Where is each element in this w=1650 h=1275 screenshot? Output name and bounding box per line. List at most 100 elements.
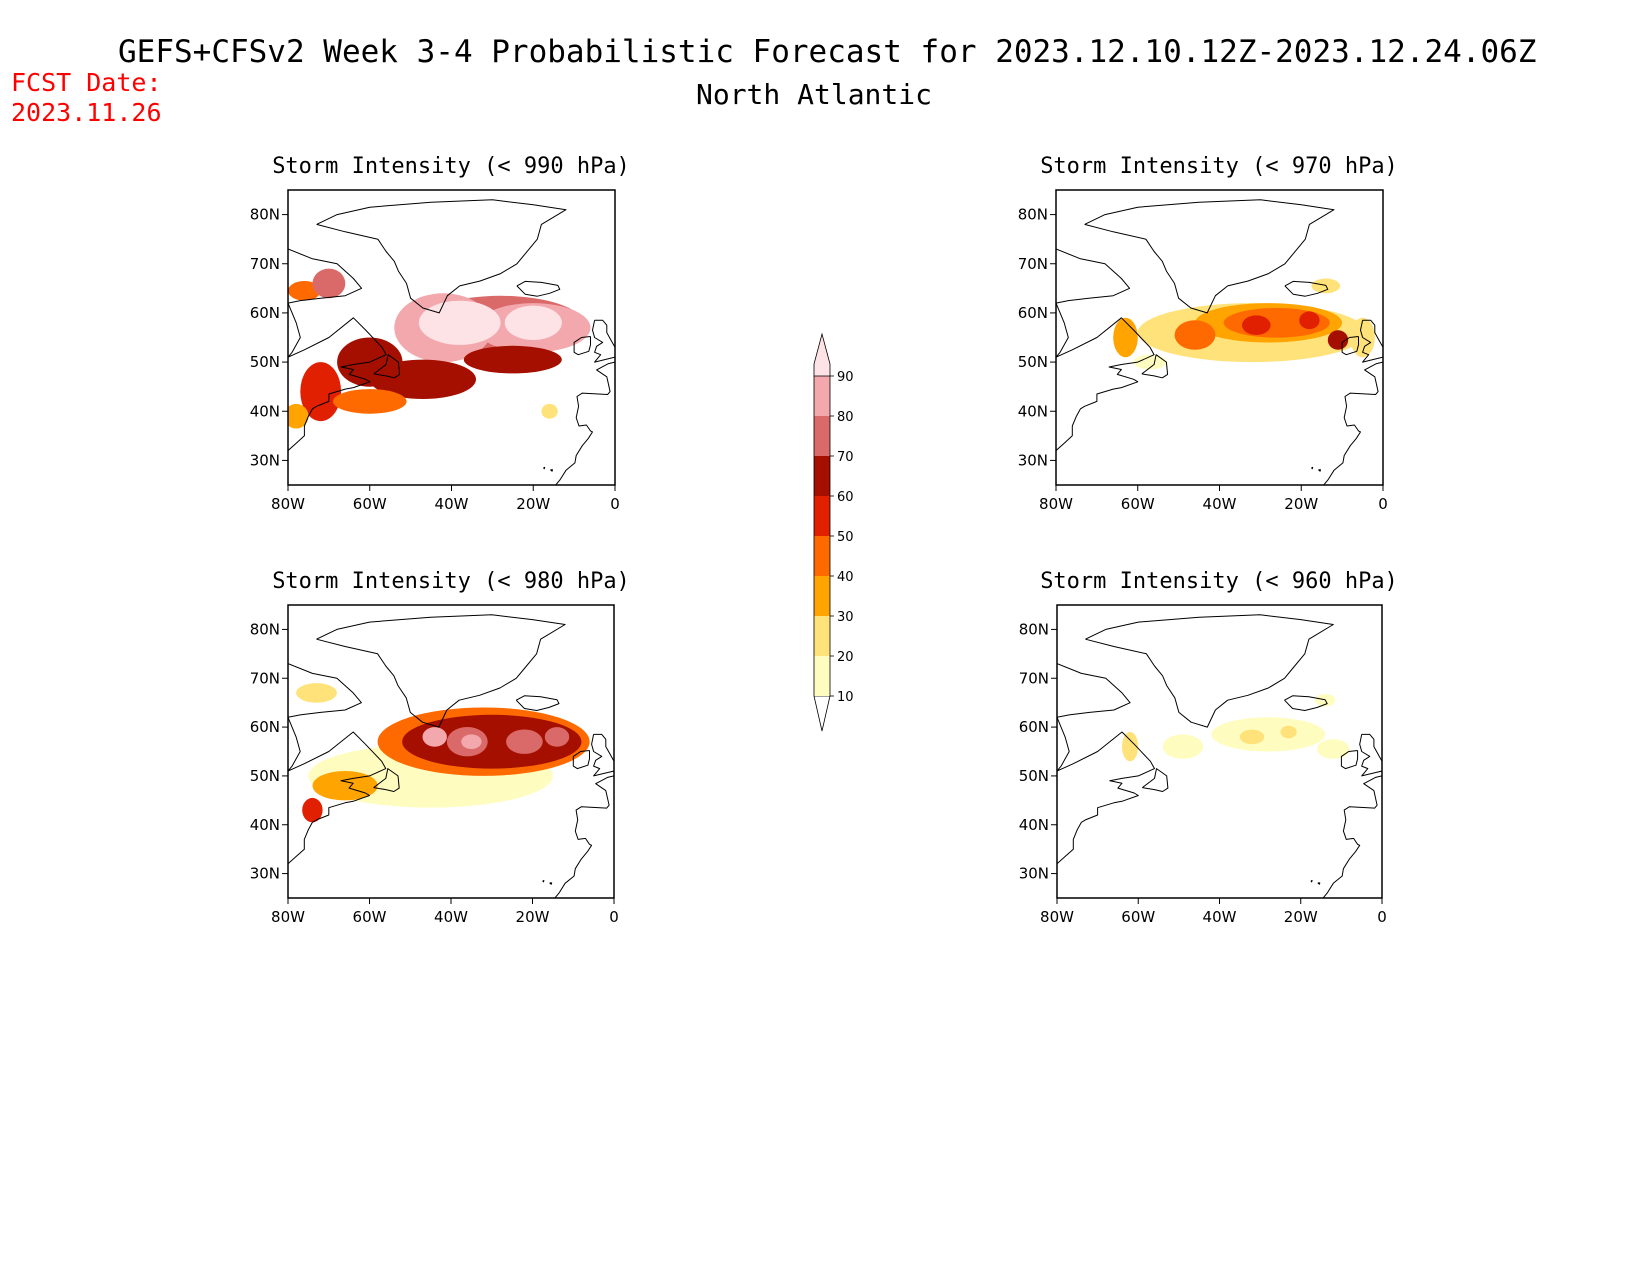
lat-tick-label: 40N	[250, 816, 280, 834]
probability-blob	[300, 362, 342, 422]
lon-tick-label: 20W	[516, 495, 550, 513]
lon-tick-label: 0	[610, 495, 620, 513]
probability-blob	[1239, 729, 1265, 745]
probability-blob	[1174, 320, 1216, 350]
lon-tick-label: 20W	[1284, 908, 1318, 926]
panel-title: Storm Intensity (< 990 hPa)	[272, 154, 630, 179]
panel-990-hpa: Storm Intensity (< 990 hPa) 80N 70N 60N 50N…	[250, 154, 630, 513]
probability-blob	[312, 771, 378, 801]
coastline	[1056, 248, 1155, 451]
probability-blob	[1122, 731, 1139, 762]
coastline	[1341, 336, 1359, 356]
lat-tick-label: 30N	[1018, 451, 1048, 469]
lat-tick-label: 50N	[250, 767, 280, 785]
colorbar-swatch	[814, 536, 830, 576]
lat-tick-label: 70N	[1019, 669, 1049, 687]
lat-tick-label: 70N	[250, 255, 280, 273]
probability-blob	[1113, 317, 1138, 358]
lon-tick-label: 80W	[1040, 908, 1074, 926]
colorbar-label: 20	[837, 650, 854, 665]
lon-tick-label: 0	[1378, 495, 1388, 513]
lat-tick-label: 80N	[250, 620, 280, 638]
coastline	[1085, 614, 1334, 728]
panel-960-hpa: Storm Intensity (< 960 hPa) 80N 70N 60N 50N…	[1019, 569, 1398, 926]
probability-blob	[1317, 739, 1350, 759]
coastline	[542, 879, 545, 883]
coastline	[1310, 879, 1313, 883]
probability-blob	[1280, 725, 1297, 739]
colorbar-swatch	[814, 376, 830, 416]
coastline	[591, 733, 614, 777]
coastline	[549, 882, 553, 885]
lon-tick-label: 0	[609, 908, 619, 926]
colorbar-swatch	[814, 576, 830, 616]
coastline	[1359, 733, 1382, 777]
coastline	[516, 280, 561, 297]
coastline	[613, 722, 614, 723]
colorbar-swatch	[814, 496, 830, 536]
coastline	[373, 354, 401, 379]
coastline	[1360, 319, 1383, 363]
probability-blob	[1327, 330, 1349, 350]
lon-tick-label: 80W	[271, 908, 305, 926]
lat-tick-label: 50N	[1019, 767, 1049, 785]
probability-blob	[422, 727, 447, 747]
coastline	[1141, 768, 1169, 792]
lon-tick-label: 40W	[434, 908, 468, 926]
panel-title: Storm Intensity (< 970 hPa)	[1040, 154, 1398, 179]
coastline	[550, 469, 553, 472]
probability-blob	[1242, 315, 1271, 336]
coastline	[1311, 466, 1314, 470]
coastline	[1323, 361, 1383, 485]
coastline	[316, 614, 566, 728]
fcst-date-value: 2023.11.26	[11, 98, 162, 127]
probability-blob	[288, 403, 309, 429]
lat-tick-label: 30N	[250, 865, 280, 883]
coastline	[1382, 308, 1383, 309]
lat-tick-label: 80N	[1019, 620, 1049, 638]
colorbar-label: 40	[837, 570, 854, 585]
probability-blob	[504, 305, 562, 340]
lat-tick-label: 60N	[1019, 718, 1049, 736]
probability-blob	[463, 345, 562, 374]
coastline	[515, 695, 560, 711]
probability-blob	[1162, 734, 1204, 759]
lat-tick-label: 70N	[250, 669, 280, 687]
coastline	[614, 308, 615, 309]
lat-tick-label: 80N	[1018, 206, 1048, 224]
coastline	[288, 663, 387, 865]
lon-tick-label: 60W	[353, 908, 387, 926]
colorbar-swatch	[814, 416, 830, 456]
colorbar-swatch	[814, 656, 830, 696]
probability-blob	[1299, 311, 1320, 330]
lat-tick-label: 50N	[250, 353, 280, 371]
colorbar-label: 70	[837, 450, 854, 465]
panel-980-hpa: Storm Intensity (< 980 hPa) 80N 70N 60N 50N…	[250, 569, 630, 926]
lat-tick-label: 60N	[250, 718, 280, 736]
coastline	[554, 775, 614, 898]
probability-blob	[1211, 717, 1326, 752]
coastline	[1340, 750, 1359, 770]
lon-tick-label: 0	[1377, 908, 1387, 926]
probability-blob	[302, 797, 323, 823]
coastline	[1084, 199, 1335, 314]
lat-tick-label: 50N	[1018, 353, 1048, 371]
coastline	[555, 361, 615, 485]
coastline	[1322, 775, 1382, 898]
lat-tick-label: 40N	[250, 402, 280, 420]
lon-tick-label: 40W	[1203, 908, 1237, 926]
probability-blob	[288, 281, 321, 301]
panel-title: Storm Intensity (< 960 hPa)	[1040, 569, 1398, 594]
colorbar-bottom-cap	[813, 695, 831, 732]
fcst-date-label: FCST Date:	[11, 68, 162, 97]
probability-blob	[541, 403, 558, 419]
colorbar: 10 20 30 40 50 60 70 80 90	[813, 332, 854, 732]
probability-blob	[461, 734, 482, 749]
lon-tick-label: 40W	[435, 495, 469, 513]
lat-tick-label: 30N	[250, 451, 280, 469]
lon-tick-label: 20W	[1284, 495, 1318, 513]
panel-970-hpa: Storm Intensity (< 970 hPa) 80N 70N 60N 50N…	[1018, 154, 1398, 513]
coastline	[288, 248, 387, 451]
colorbar-label: 80	[837, 410, 854, 425]
